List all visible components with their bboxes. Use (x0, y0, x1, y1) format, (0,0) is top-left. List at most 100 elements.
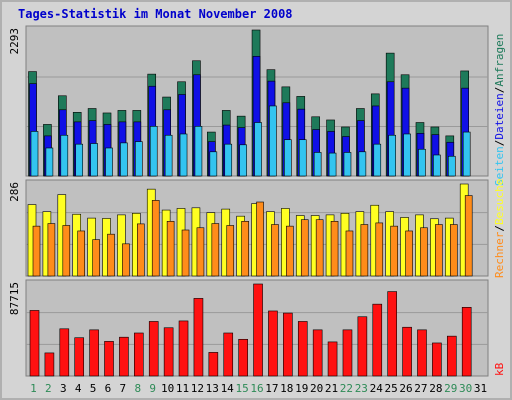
bar-rechner (32, 225, 41, 277)
bar-kb (29, 310, 40, 377)
bar-rechner (435, 224, 443, 277)
bar-kb (193, 298, 204, 377)
bar-kb (417, 329, 427, 377)
bar-seiten (60, 134, 69, 177)
day-label: 22 (340, 382, 353, 395)
bar-seiten (373, 143, 382, 177)
bar-seiten (30, 131, 39, 177)
legend-label: Rechner/Besuche (493, 179, 506, 278)
bar-rechner (464, 195, 473, 277)
bar-seiten (284, 139, 292, 177)
bar-rechner (107, 233, 115, 277)
bar-rechner (122, 243, 130, 277)
bar-seiten (75, 143, 84, 177)
day-label: 28 (429, 382, 442, 395)
bar-seiten (105, 147, 113, 177)
y-max-label: 87715 (8, 282, 21, 315)
bar-kb (59, 328, 70, 377)
bar-kb (461, 307, 472, 377)
bar-rechner (390, 225, 398, 277)
bar-seiten (194, 126, 203, 177)
bar-rechner (420, 227, 428, 277)
bar-kb (208, 352, 219, 377)
legend-label: kB (493, 362, 506, 376)
bar-seiten (254, 122, 262, 177)
bar-rechner (271, 224, 279, 277)
day-label: 26 (399, 382, 412, 395)
bar-seiten (328, 152, 337, 177)
bar-rechner (345, 230, 354, 277)
bar-kb (148, 321, 159, 377)
bar-rechner (166, 221, 175, 277)
bar-rechner (405, 230, 413, 277)
bar-rechner (92, 239, 100, 277)
bar-kb (134, 332, 144, 377)
bar-seiten (209, 151, 218, 177)
day-label: 4 (75, 382, 82, 395)
bar-kb (402, 326, 412, 377)
bar-seiten (135, 141, 143, 177)
bar-seiten (239, 144, 247, 177)
day-label: 14 (221, 382, 235, 395)
bar-kb (357, 316, 368, 377)
bar-kb (178, 320, 189, 377)
day-label: 5 (90, 382, 97, 395)
bar-rechner (151, 200, 160, 277)
bar-kb (44, 352, 55, 377)
day-label: 12 (191, 382, 204, 395)
bar-kb (432, 342, 442, 377)
bar-kb (74, 337, 85, 377)
bar-rechner (375, 222, 384, 277)
day-label: 30 (459, 382, 472, 395)
bar-seiten (298, 139, 307, 177)
bar-kb (268, 310, 278, 377)
day-label: 18 (280, 382, 293, 395)
day-label: 13 (206, 382, 219, 395)
bar-kb (238, 338, 248, 377)
bar-seiten (388, 134, 396, 177)
bar-rechner (315, 219, 324, 277)
bar-seiten (358, 151, 367, 177)
day-label: 9 (149, 382, 156, 395)
day-label: 24 (370, 382, 384, 395)
day-label: 6 (105, 382, 112, 395)
legend-label: Seiten/Dateien/Anfragen (493, 34, 506, 186)
day-label: 10 (161, 382, 174, 395)
bar-seiten (149, 126, 158, 177)
day-label: 29 (444, 382, 457, 395)
bar-rechner (137, 223, 145, 277)
bar-kb (327, 341, 338, 377)
bar-kb (387, 291, 397, 377)
bar-kb (372, 303, 383, 377)
bar-seiten (313, 152, 322, 177)
bar-kb (446, 335, 457, 377)
day-label: 20 (310, 382, 323, 395)
day-label: 2 (45, 382, 52, 395)
day-label: 11 (176, 382, 189, 395)
day-label: 17 (265, 382, 278, 395)
bar-rechner (211, 223, 220, 277)
bar-seiten (462, 131, 471, 177)
bar-seiten (90, 143, 98, 177)
day-label: 15 (235, 382, 248, 395)
chart-title: Tages-Statistik im Monat November 2008 (18, 7, 293, 21)
bar-seiten (418, 148, 426, 177)
bar-kb (297, 321, 308, 377)
y-max-label: 2293 (8, 28, 21, 55)
bar-kb (253, 283, 263, 377)
bar-rechner (256, 201, 264, 277)
bar-seiten (120, 142, 128, 177)
bar-kb (223, 332, 234, 377)
bar-rechner (196, 227, 205, 277)
bar-seiten (403, 133, 411, 177)
day-label: 8 (134, 382, 141, 395)
bar-kb (104, 341, 114, 377)
bar-rechner (449, 224, 458, 277)
bar-seiten (164, 134, 173, 177)
bar-kb (283, 312, 293, 377)
day-label: 3 (60, 382, 67, 395)
bar-kb (312, 329, 323, 377)
bar-kb (163, 327, 174, 377)
day-label: 25 (385, 382, 398, 395)
